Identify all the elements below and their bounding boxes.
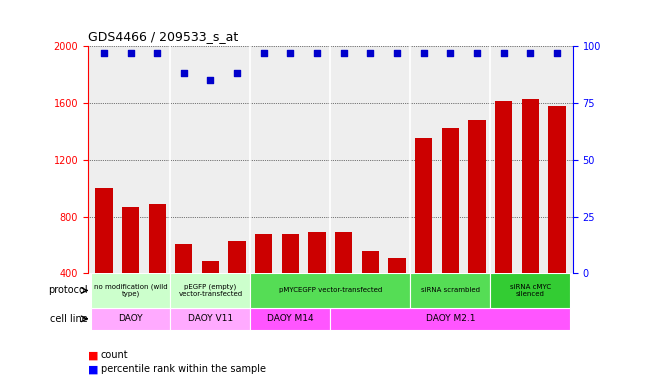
- Bar: [441, 129, 459, 273]
- Text: pMYCEGFP vector-transfected: pMYCEGFP vector-transfected: [279, 288, 382, 293]
- Bar: [251, 308, 330, 330]
- Point: [339, 50, 349, 56]
- Text: DAOY V11: DAOY V11: [188, 314, 233, 323]
- Text: protocol: protocol: [48, 285, 87, 295]
- Point: [232, 70, 242, 76]
- Point: [365, 50, 376, 56]
- Point: [392, 50, 402, 56]
- Bar: [282, 233, 299, 273]
- Bar: [171, 308, 251, 330]
- Text: no modification (wild
type): no modification (wild type): [94, 283, 167, 298]
- Bar: [495, 101, 512, 273]
- Text: ■: ■: [88, 350, 98, 360]
- Bar: [171, 273, 251, 308]
- Point: [178, 70, 189, 76]
- Bar: [95, 188, 113, 273]
- Point: [258, 50, 269, 56]
- Point: [285, 50, 296, 56]
- Bar: [330, 308, 570, 330]
- Bar: [490, 273, 570, 308]
- Point: [445, 50, 456, 56]
- Point: [551, 50, 562, 56]
- Point: [99, 50, 109, 56]
- Bar: [468, 120, 486, 273]
- Bar: [309, 232, 326, 273]
- Bar: [90, 273, 171, 308]
- Text: count: count: [101, 350, 128, 360]
- Bar: [202, 261, 219, 273]
- Text: GDS4466 / 209533_s_at: GDS4466 / 209533_s_at: [88, 30, 238, 43]
- Bar: [122, 207, 139, 273]
- Bar: [335, 232, 352, 273]
- Bar: [251, 273, 410, 308]
- Bar: [255, 233, 272, 273]
- Point: [152, 50, 162, 56]
- Bar: [548, 106, 566, 273]
- Bar: [90, 308, 171, 330]
- Text: siRNA scrambled: siRNA scrambled: [421, 288, 480, 293]
- Point: [525, 50, 536, 56]
- Point: [205, 77, 215, 83]
- Text: DAOY: DAOY: [118, 314, 143, 323]
- Text: DAOY M2.1: DAOY M2.1: [426, 314, 475, 323]
- Bar: [410, 273, 490, 308]
- Text: DAOY M14: DAOY M14: [267, 314, 314, 323]
- Bar: [415, 139, 432, 273]
- Point: [312, 50, 322, 56]
- Text: ■: ■: [88, 364, 98, 374]
- Text: cell line: cell line: [49, 314, 87, 324]
- Bar: [389, 258, 406, 273]
- Text: pEGFP (empty)
vector-transfected: pEGFP (empty) vector-transfected: [178, 284, 243, 297]
- Text: percentile rank within the sample: percentile rank within the sample: [101, 364, 266, 374]
- Bar: [148, 204, 166, 273]
- Bar: [175, 243, 193, 273]
- Bar: [362, 251, 379, 273]
- Point: [125, 50, 135, 56]
- Bar: [521, 99, 539, 273]
- Text: siRNA cMYC
silenced: siRNA cMYC silenced: [510, 284, 551, 297]
- Point: [472, 50, 482, 56]
- Point: [419, 50, 429, 56]
- Point: [499, 50, 509, 56]
- Bar: [229, 241, 246, 273]
